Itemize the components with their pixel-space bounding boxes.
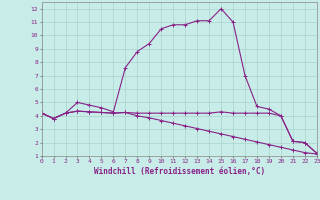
X-axis label: Windchill (Refroidissement éolien,°C): Windchill (Refroidissement éolien,°C)	[94, 167, 265, 176]
